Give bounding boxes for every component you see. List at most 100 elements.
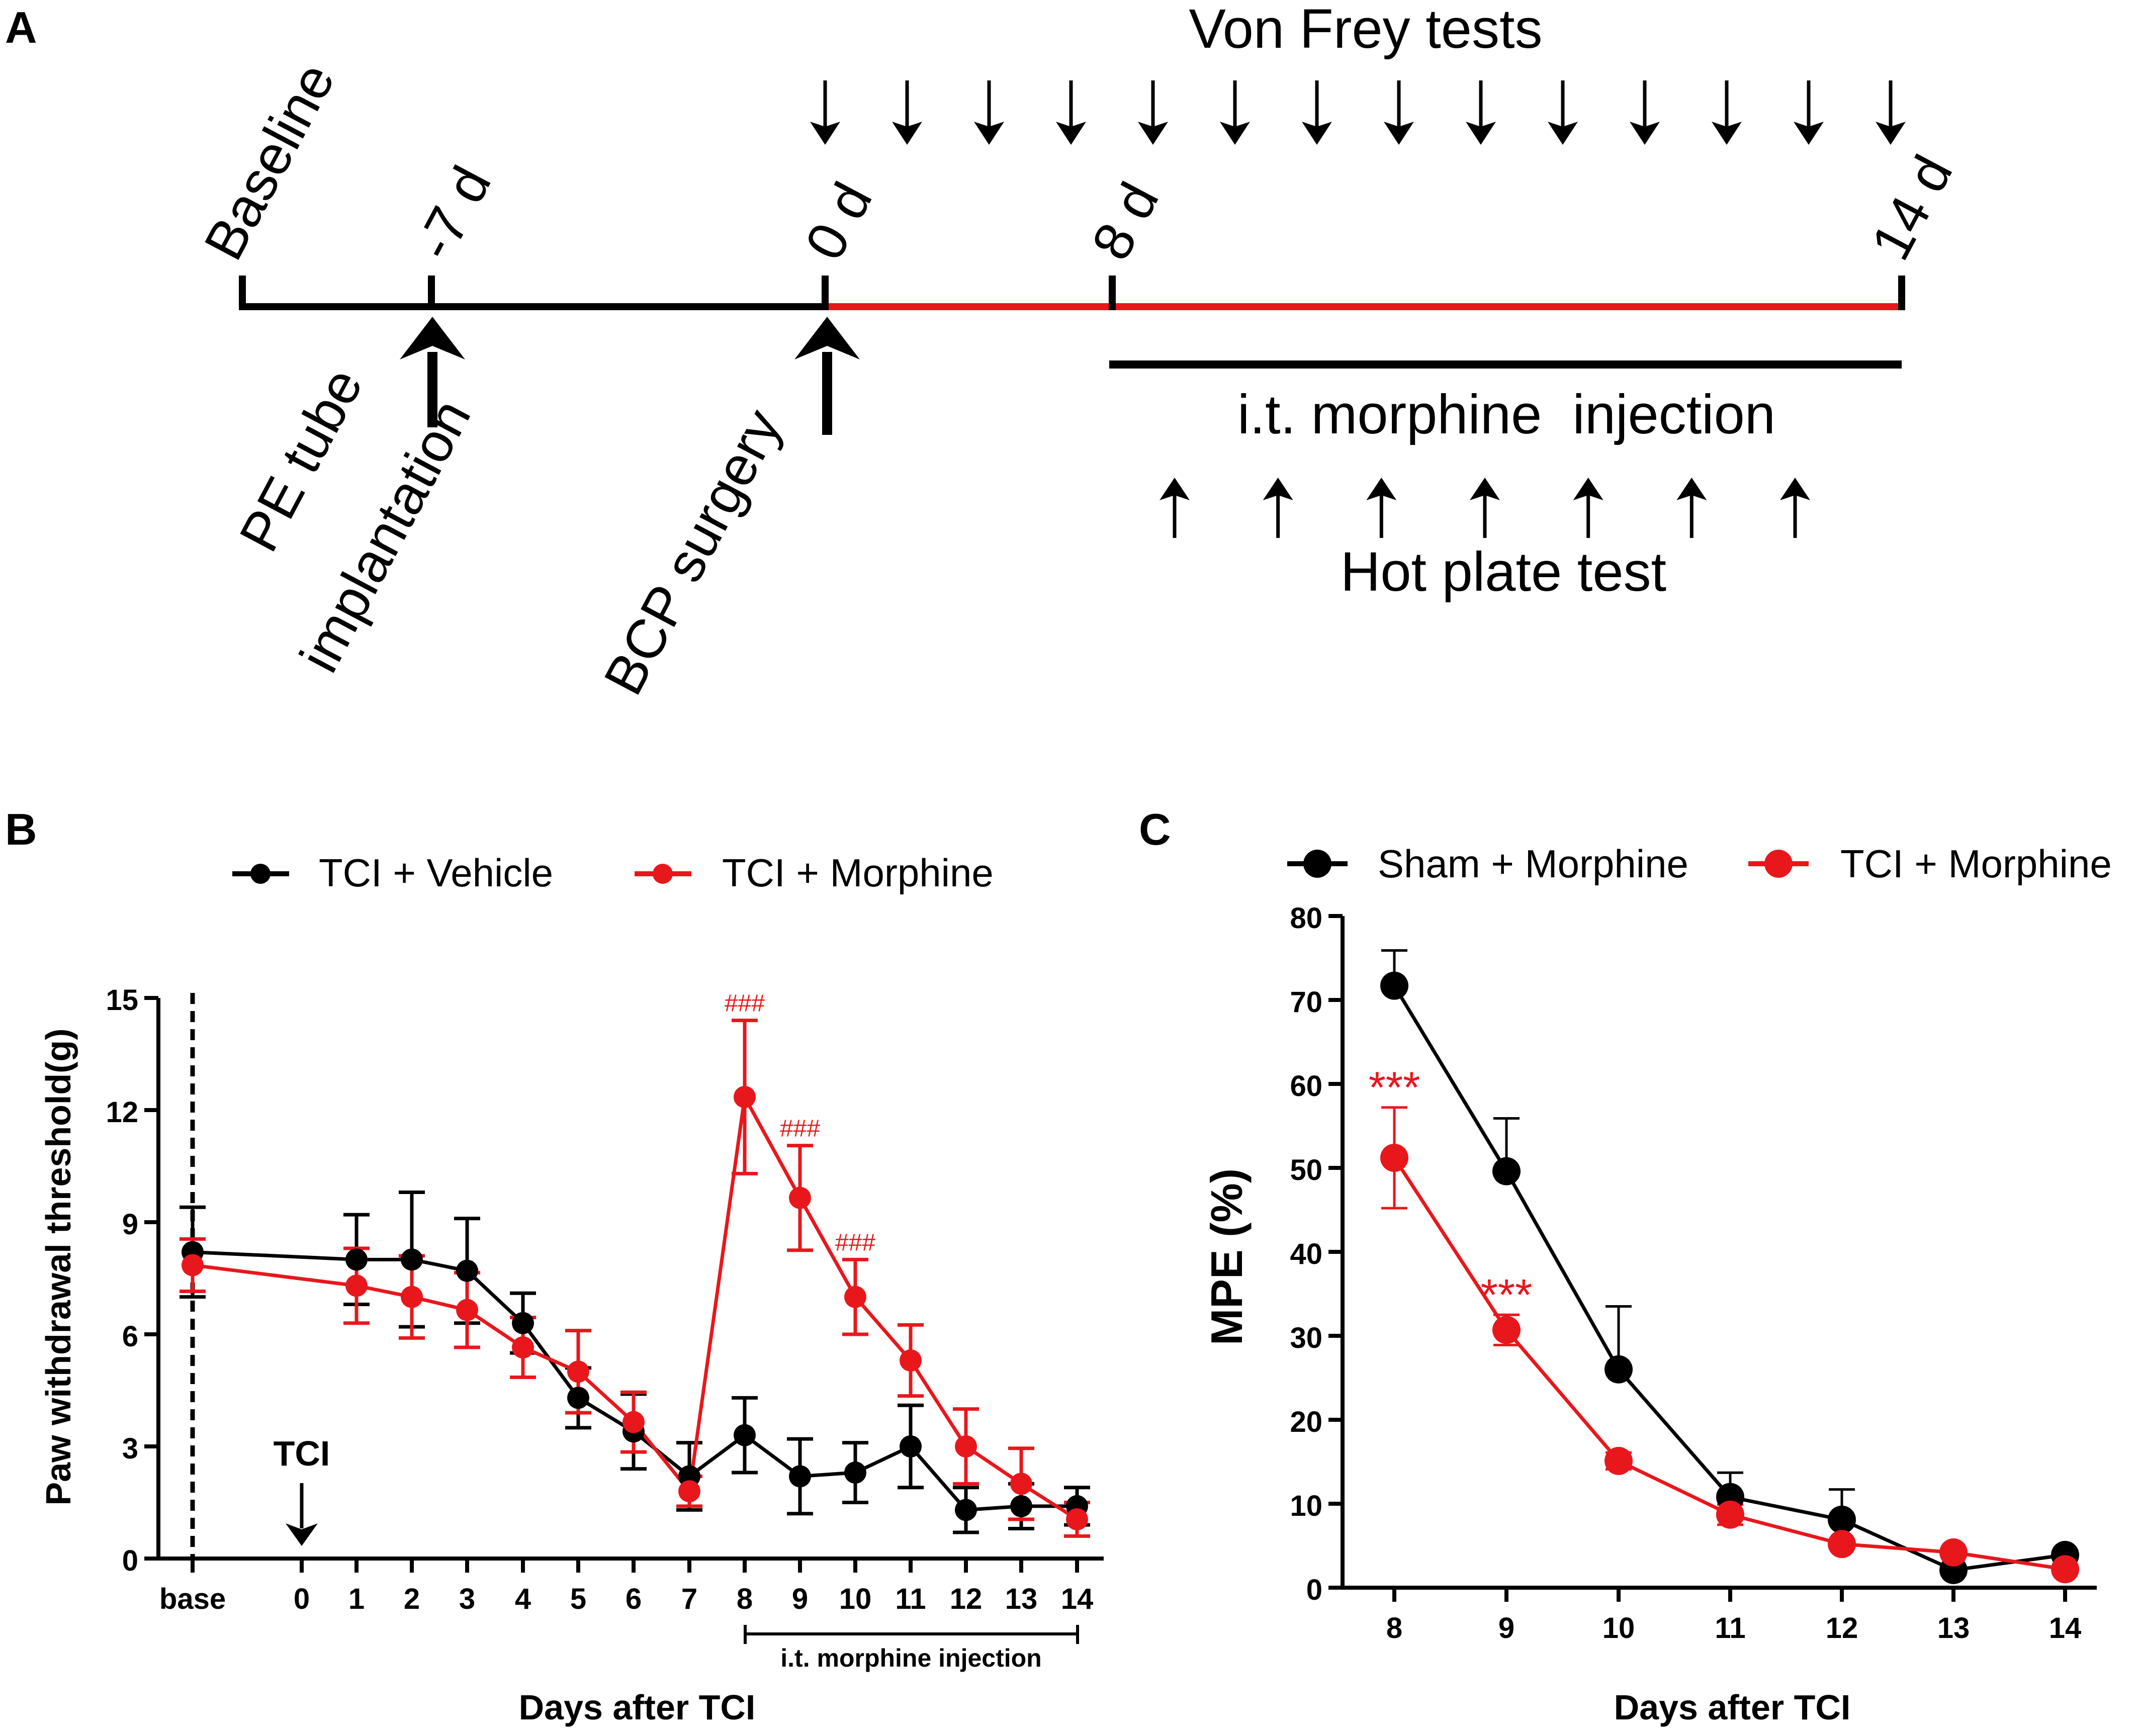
- significance-label: ###: [780, 1116, 820, 1142]
- timeline-label-baseline: Baseline: [193, 53, 347, 269]
- up-arrow-icon: [1780, 478, 1810, 538]
- x-tick-label: 13: [1005, 1583, 1038, 1615]
- down-arrow-icon: [1056, 80, 1086, 145]
- y-tick-label: 3: [122, 1432, 138, 1465]
- y-tick-label: 6: [122, 1320, 138, 1353]
- x-tick-label: 8: [737, 1583, 753, 1615]
- y-tick-label: 20: [1290, 1406, 1322, 1438]
- legend-label-morphine: TCI + Morphine: [722, 851, 994, 895]
- x-tick-label: 12: [1826, 1612, 1858, 1644]
- significance-label: ***: [1369, 1062, 1420, 1112]
- data-point: [456, 1259, 478, 1282]
- von-frey-arrows: [810, 80, 1906, 145]
- x-tick-label: 2: [404, 1583, 420, 1615]
- down-arrow-icon: [286, 1483, 318, 1546]
- hot-plate-arrows: [1160, 478, 1810, 538]
- y-tick-label: 15: [106, 984, 138, 1017]
- x-tick-label: 11: [895, 1583, 926, 1615]
- panel-c-plot: 0 10 20 30 40 50 60 70 80 8 9 10 11 12 13 14 *** ***: [1290, 902, 2097, 1644]
- data-point: [1492, 1316, 1521, 1344]
- data-point: [734, 1085, 756, 1108]
- data-point: [345, 1274, 368, 1297]
- down-arrow-icon: [1630, 80, 1660, 145]
- up-arrow-icon: [1160, 478, 1190, 538]
- x-tick-label: 12: [950, 1583, 983, 1615]
- data-point: [1380, 1143, 1408, 1172]
- up-arrow-icon: [794, 317, 860, 435]
- y-tick-label: 12: [106, 1096, 138, 1129]
- timeline-label-14: 14 d: [1859, 145, 1965, 269]
- x-tick-label: 6: [626, 1583, 642, 1615]
- legend-label-tci: TCI + Morphine: [1840, 842, 2112, 886]
- up-arrow-icon: [1573, 478, 1604, 538]
- data-point: [900, 1349, 922, 1372]
- data-point: [1066, 1508, 1088, 1530]
- data-point: [789, 1465, 811, 1488]
- x-tick-label: 7: [681, 1583, 697, 1615]
- panel-c-xlabel: Days after TCI: [1614, 1688, 1851, 1727]
- x-tick-label: base: [159, 1583, 226, 1615]
- data-point: [1492, 1157, 1521, 1185]
- data-point: [1828, 1505, 1856, 1534]
- panel-b-ylabel: Paw withdrawal threshold(g): [39, 1029, 78, 1506]
- data-point: [512, 1312, 534, 1334]
- legend-marker-sham: [1303, 850, 1331, 878]
- data-point: [1010, 1473, 1032, 1495]
- down-arrow-icon: [1220, 80, 1250, 145]
- timeline-label-0: 0 d: [793, 173, 884, 270]
- x-tick-label: 13: [1937, 1612, 1970, 1644]
- down-arrow-icon: [810, 80, 840, 145]
- up-arrow-icon: [1470, 478, 1500, 538]
- y-tick-label: 30: [1290, 1322, 1322, 1354]
- down-arrow-icon: [1302, 80, 1332, 145]
- data-point: [678, 1480, 700, 1503]
- panel-c-ylabel: MPE (%): [1202, 1168, 1252, 1345]
- x-tick-label: 1: [348, 1583, 365, 1615]
- x-tick-label: 5: [570, 1583, 586, 1615]
- down-arrow-icon: [1794, 80, 1824, 145]
- data-point: [456, 1299, 478, 1321]
- panel-b-xlabel: Days after TCI: [519, 1688, 756, 1727]
- data-point: [401, 1286, 423, 1308]
- x-tick-label: 0: [294, 1583, 310, 1615]
- data-point: [2051, 1555, 2079, 1584]
- x-tick-label: 9: [1498, 1612, 1515, 1644]
- data-point: [955, 1435, 977, 1457]
- data-point: [1380, 971, 1408, 1000]
- injection-bracket-label: i.t. morphine injection: [780, 1644, 1041, 1672]
- y-tick-label: 60: [1290, 1070, 1322, 1103]
- down-arrow-icon: [1548, 80, 1578, 145]
- data-point: [1605, 1355, 1633, 1384]
- down-arrow-icon: [1384, 80, 1414, 145]
- data-point: [1010, 1495, 1032, 1517]
- data-point: [512, 1336, 534, 1359]
- data-point: [844, 1461, 866, 1484]
- panel-c-legend: Sham + Morphine TCI + Morphine: [1287, 842, 2112, 886]
- data-point: [401, 1248, 423, 1271]
- data-point: [734, 1424, 756, 1446]
- x-tick-label: 10: [839, 1583, 872, 1615]
- timeline-label-8: 8 d: [1080, 173, 1171, 270]
- legend-label-vehicle: TCI + Vehicle: [319, 851, 553, 895]
- hot-plate-label: Hot plate test: [1341, 541, 1666, 603]
- bcp-surgery-label: BCP surgery: [592, 400, 793, 705]
- data-point: [1939, 1538, 1968, 1567]
- down-arrow-icon: [1876, 80, 1906, 145]
- down-arrow-icon: [1712, 80, 1742, 145]
- panel-b-label: B: [5, 804, 37, 854]
- data-point: [182, 1254, 204, 1276]
- significance-label: ###: [725, 990, 765, 1017]
- data-point: [844, 1286, 866, 1308]
- x-tick-label: 11: [1715, 1612, 1745, 1644]
- data-point: [345, 1248, 368, 1271]
- down-arrow-icon: [1466, 80, 1496, 145]
- x-tick-label: 14: [1061, 1583, 1094, 1615]
- von-frey-title: Von Frey tests: [1189, 0, 1542, 60]
- down-arrow-icon: [1138, 80, 1168, 145]
- down-arrow-icon: [892, 80, 922, 145]
- data-point: [789, 1186, 811, 1209]
- data-point: [1828, 1530, 1856, 1559]
- x-tick-label: 4: [515, 1583, 531, 1615]
- panel-a-timeline: A Von Frey tests Baseline -7 d 0 d 8 d 1…: [5, 0, 1965, 704]
- y-tick-label: 0: [122, 1544, 138, 1577]
